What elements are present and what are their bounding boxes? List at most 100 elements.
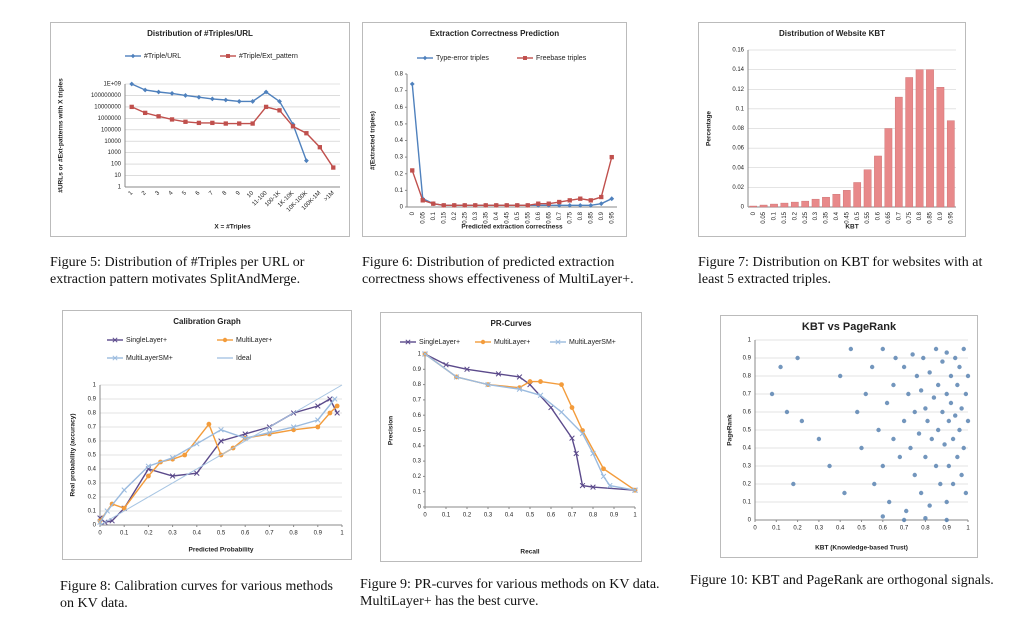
x-tick-label: 1: [340, 531, 344, 537]
bar: [853, 182, 862, 208]
marker: [194, 441, 200, 447]
marker: [601, 466, 606, 472]
marker: [473, 203, 478, 208]
marker: [142, 110, 148, 116]
scatter-point: [791, 481, 796, 487]
scatter-point: [912, 472, 917, 478]
chart-frame: [62, 310, 352, 560]
marker: [315, 417, 321, 423]
scatter-point: [933, 463, 939, 469]
marker: [609, 196, 615, 202]
y-tick-label: 0.14: [732, 67, 744, 73]
y-tick-label: 0.4: [413, 443, 422, 449]
marker: [443, 361, 449, 368]
figure-chart: Distribution of Website KBT Percentage KBT…: [698, 22, 966, 237]
scatter-point: [953, 413, 958, 418]
bar: [801, 200, 810, 208]
y-tick-label: 0.2: [395, 171, 404, 177]
marker: [588, 198, 593, 203]
series-line: [99, 398, 336, 523]
scatter-point: [891, 382, 896, 388]
y-tick-label: 0.4: [743, 446, 752, 452]
x-tick-label: 0.15: [441, 211, 447, 223]
chart-title: Distribution of #Triples/URL: [147, 29, 253, 38]
y-tick-label: 0.8: [395, 72, 404, 78]
y-tick-label: 0.3: [413, 459, 422, 465]
y-tick-label: 0.16: [732, 48, 744, 54]
marker: [315, 403, 321, 409]
figure-chart: Distribution of #Triples/URL #URLs or #Ex…: [50, 22, 350, 237]
scatter-point: [961, 445, 966, 451]
y-tick-label: 0.6: [395, 105, 404, 111]
scatter-point: [948, 400, 954, 406]
marker: [599, 194, 604, 200]
x-tick-label: 0.7: [265, 531, 274, 537]
x-tick-label: 0.75: [567, 211, 573, 223]
scatter-point: [944, 350, 949, 355]
x-tick-label: 0.4: [836, 526, 845, 532]
chart-frame: [720, 315, 978, 558]
marker: [156, 89, 161, 95]
marker: [112, 355, 118, 361]
marker: [452, 203, 457, 208]
y-tick-label: 0.1: [413, 489, 422, 495]
scatter-point: [906, 391, 911, 397]
chart-title: Extraction Correctness Prediction: [430, 29, 559, 38]
scatter-point: [918, 490, 924, 496]
scatter-point: [963, 490, 969, 496]
y-tick-label: 0.9: [413, 367, 422, 373]
marker: [209, 96, 215, 102]
marker: [556, 202, 562, 208]
scatter-point: [842, 490, 847, 496]
y-tick-label: 0.9: [743, 356, 752, 362]
y-tick-label: 0.08: [732, 126, 744, 132]
y-tick-label: 0.8: [88, 411, 97, 417]
figure-chart: KBT vs PageRank PageRank KBT (Knowledge-ba…: [720, 315, 978, 558]
x-tick-label: 0.1: [772, 526, 781, 532]
scatter-point: [901, 418, 907, 424]
chart-frame: [380, 312, 642, 562]
scatter-point: [848, 346, 854, 352]
scatter-point: [872, 481, 877, 487]
scatter-point: [859, 445, 864, 451]
x-tick-label: 0.3: [813, 211, 819, 220]
series-line: [131, 83, 308, 161]
x-tick-label: 6: [195, 190, 202, 197]
chart-title: KBT vs PageRank: [802, 321, 897, 333]
legend-label: Type-error triples: [436, 55, 489, 62]
marker: [145, 463, 152, 469]
marker: [206, 421, 212, 427]
scatter-point: [908, 445, 913, 451]
x-tick-label: 0.8: [289, 531, 298, 537]
marker: [331, 396, 338, 402]
scatter-point: [910, 352, 915, 357]
legend-label: MultiLayer+: [494, 339, 530, 346]
marker: [317, 145, 323, 150]
scatter-point: [935, 427, 941, 433]
marker: [250, 99, 256, 104]
marker: [210, 120, 215, 126]
scatter-point: [778, 364, 783, 370]
x-tick-label: 0.2: [793, 526, 802, 532]
legend-label: MultiLayerSM+: [569, 339, 616, 346]
scatter-point: [912, 409, 917, 415]
scatter-point: [950, 481, 956, 487]
bar: [874, 155, 882, 208]
x-tick-label: 0.2: [452, 211, 458, 220]
marker: [600, 473, 607, 480]
marker: [609, 154, 614, 160]
chart-title: PR-Curves: [491, 319, 532, 328]
marker: [569, 405, 575, 410]
scatter-point: [799, 418, 805, 424]
scatter-point: [886, 499, 892, 505]
y-tick-label: 0.3: [395, 155, 404, 161]
scatter-point: [965, 418, 971, 424]
marker: [504, 203, 509, 208]
y-tick-label: 0.5: [88, 453, 97, 459]
marker: [453, 374, 460, 380]
marker: [142, 87, 148, 93]
marker: [242, 431, 248, 437]
y-tick-label: 0.7: [395, 88, 404, 94]
bar: [759, 204, 768, 208]
x-axis-label: Predicted extraction correctness: [461, 224, 563, 231]
